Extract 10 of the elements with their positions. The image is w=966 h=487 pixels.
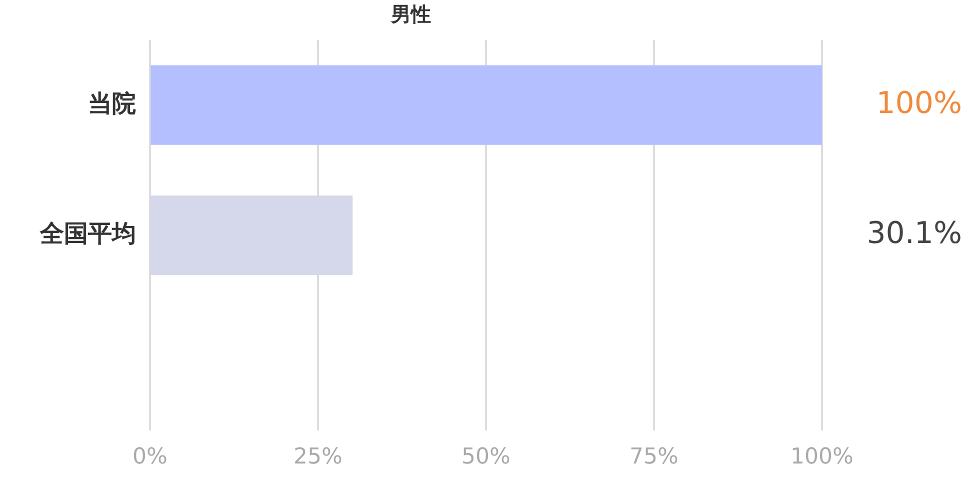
data-label: 100% [876, 86, 962, 121]
y-tick-label: 当院 [88, 89, 136, 118]
x-tick-label: 50% [462, 444, 510, 470]
y-tick-label: 全国平均 [39, 220, 136, 248]
x-tick-label: 100% [790, 444, 854, 470]
chart-title: 男性 [390, 2, 431, 26]
x-tick-label: 75% [630, 444, 678, 470]
x-tick-label: 0% [132, 444, 168, 470]
data-label: 30.1% [866, 216, 962, 252]
x-tick-label: 25% [294, 444, 342, 470]
